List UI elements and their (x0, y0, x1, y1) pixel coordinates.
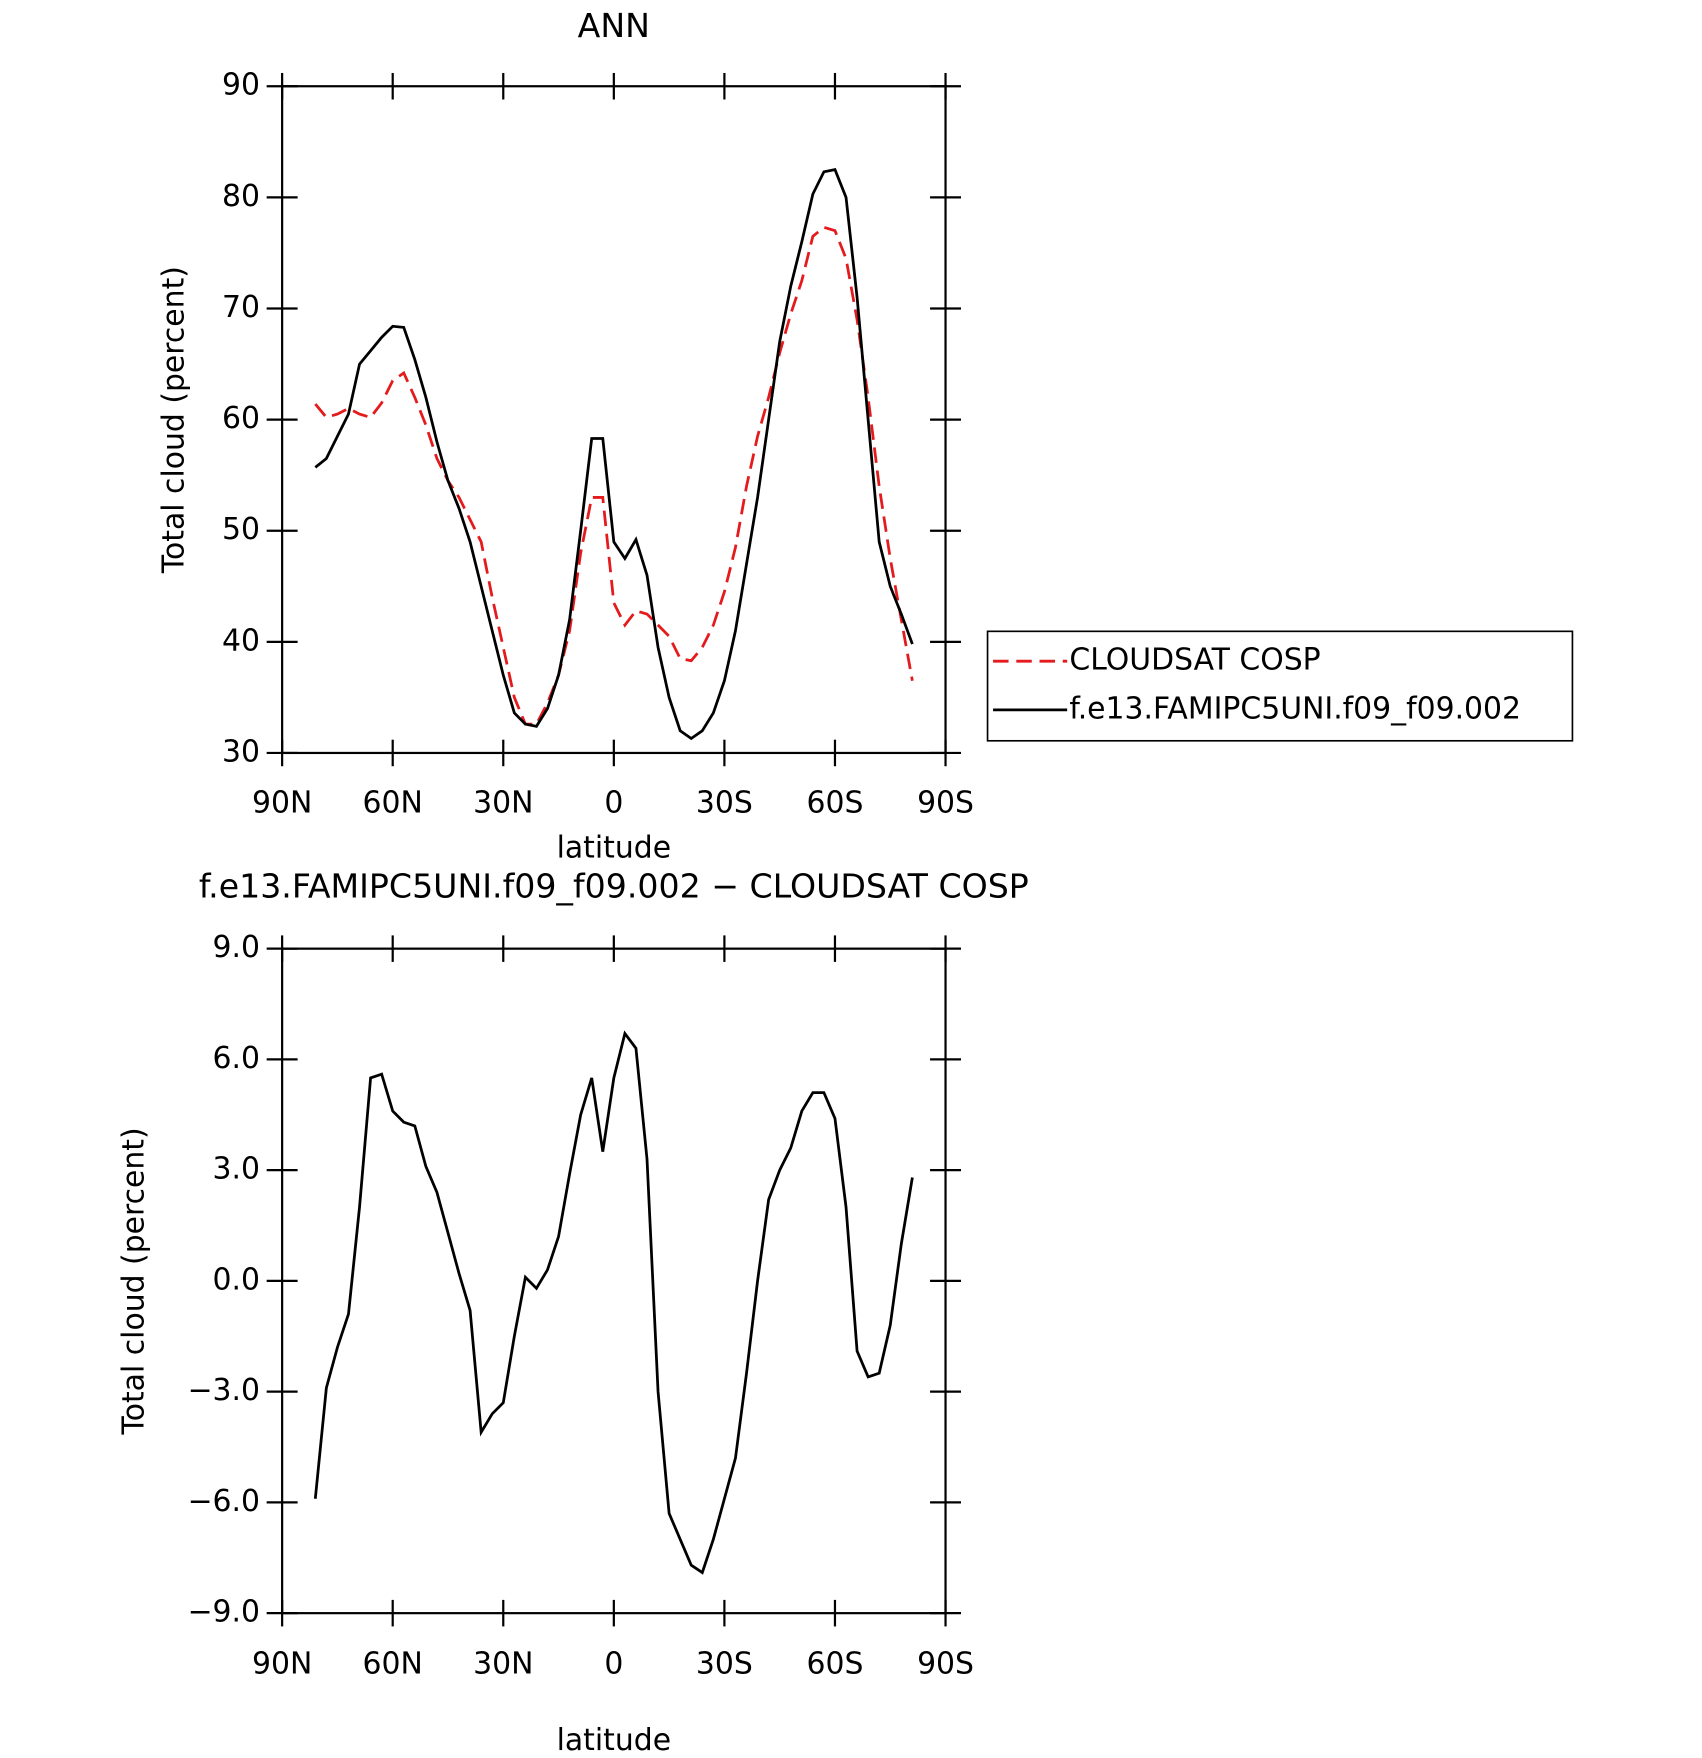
y-tick-label: −6.0 (188, 1484, 260, 1519)
data-line (314, 168, 914, 741)
y-tick-label: −9.0 (188, 1595, 260, 1630)
plot-frame (281, 85, 947, 755)
y-tick-label: 90 (222, 68, 260, 103)
plot-frame (281, 947, 947, 1615)
y-tick-label: 70 (222, 290, 260, 325)
x-tick-label: 90N (252, 1647, 312, 1682)
y-tick-label: 30 (222, 734, 260, 769)
x-axis-label: latitude (557, 1723, 672, 1758)
y-tick-label: 50 (222, 512, 260, 547)
x-tick-label: 0 (604, 1647, 623, 1682)
legend-label: f.e13.FAMIPC5UNI.f09_f09.002 (1069, 691, 1521, 726)
y-tick-label: 80 (222, 179, 260, 214)
x-tick-label: 30S (696, 785, 753, 820)
x-tick-label: 30S (696, 1647, 753, 1682)
x-tick-label: 30N (473, 1647, 533, 1682)
y-axis-label: Total cloud (percent) (156, 266, 191, 574)
x-tick-label: 90S (917, 1647, 974, 1682)
legend-label: CLOUDSAT COSP (1069, 643, 1320, 678)
y-tick-label: 60 (222, 401, 260, 436)
chart-title: f.e13.FAMIPC5UNI.f09_f09.002 − CLOUDSAT … (199, 866, 1029, 905)
x-tick-label: 60N (363, 1647, 423, 1682)
x-tick-label: 0 (604, 785, 623, 820)
x-axis-label: latitude (557, 831, 672, 866)
y-tick-label: −3.0 (188, 1373, 260, 1408)
x-tick-label: 60S (807, 1647, 864, 1682)
y-tick-label: 0.0 (213, 1262, 260, 1297)
y-tick-label: 9.0 (213, 930, 260, 965)
x-tick-label: 60N (363, 785, 423, 820)
data-line (313, 1030, 914, 1575)
x-tick-label: 90S (917, 785, 974, 820)
x-tick-label: 30N (473, 785, 533, 820)
y-tick-label: 3.0 (213, 1152, 260, 1187)
y-axis-label: Total cloud (percent) (117, 1127, 152, 1435)
x-tick-label: 60S (807, 785, 864, 820)
legend-box (986, 630, 1574, 742)
y-tick-label: 40 (222, 623, 260, 658)
chart-title: ANN (578, 6, 650, 45)
data-line (314, 225, 914, 726)
y-tick-label: 6.0 (213, 1041, 260, 1076)
x-tick-label: 90N (252, 785, 312, 820)
